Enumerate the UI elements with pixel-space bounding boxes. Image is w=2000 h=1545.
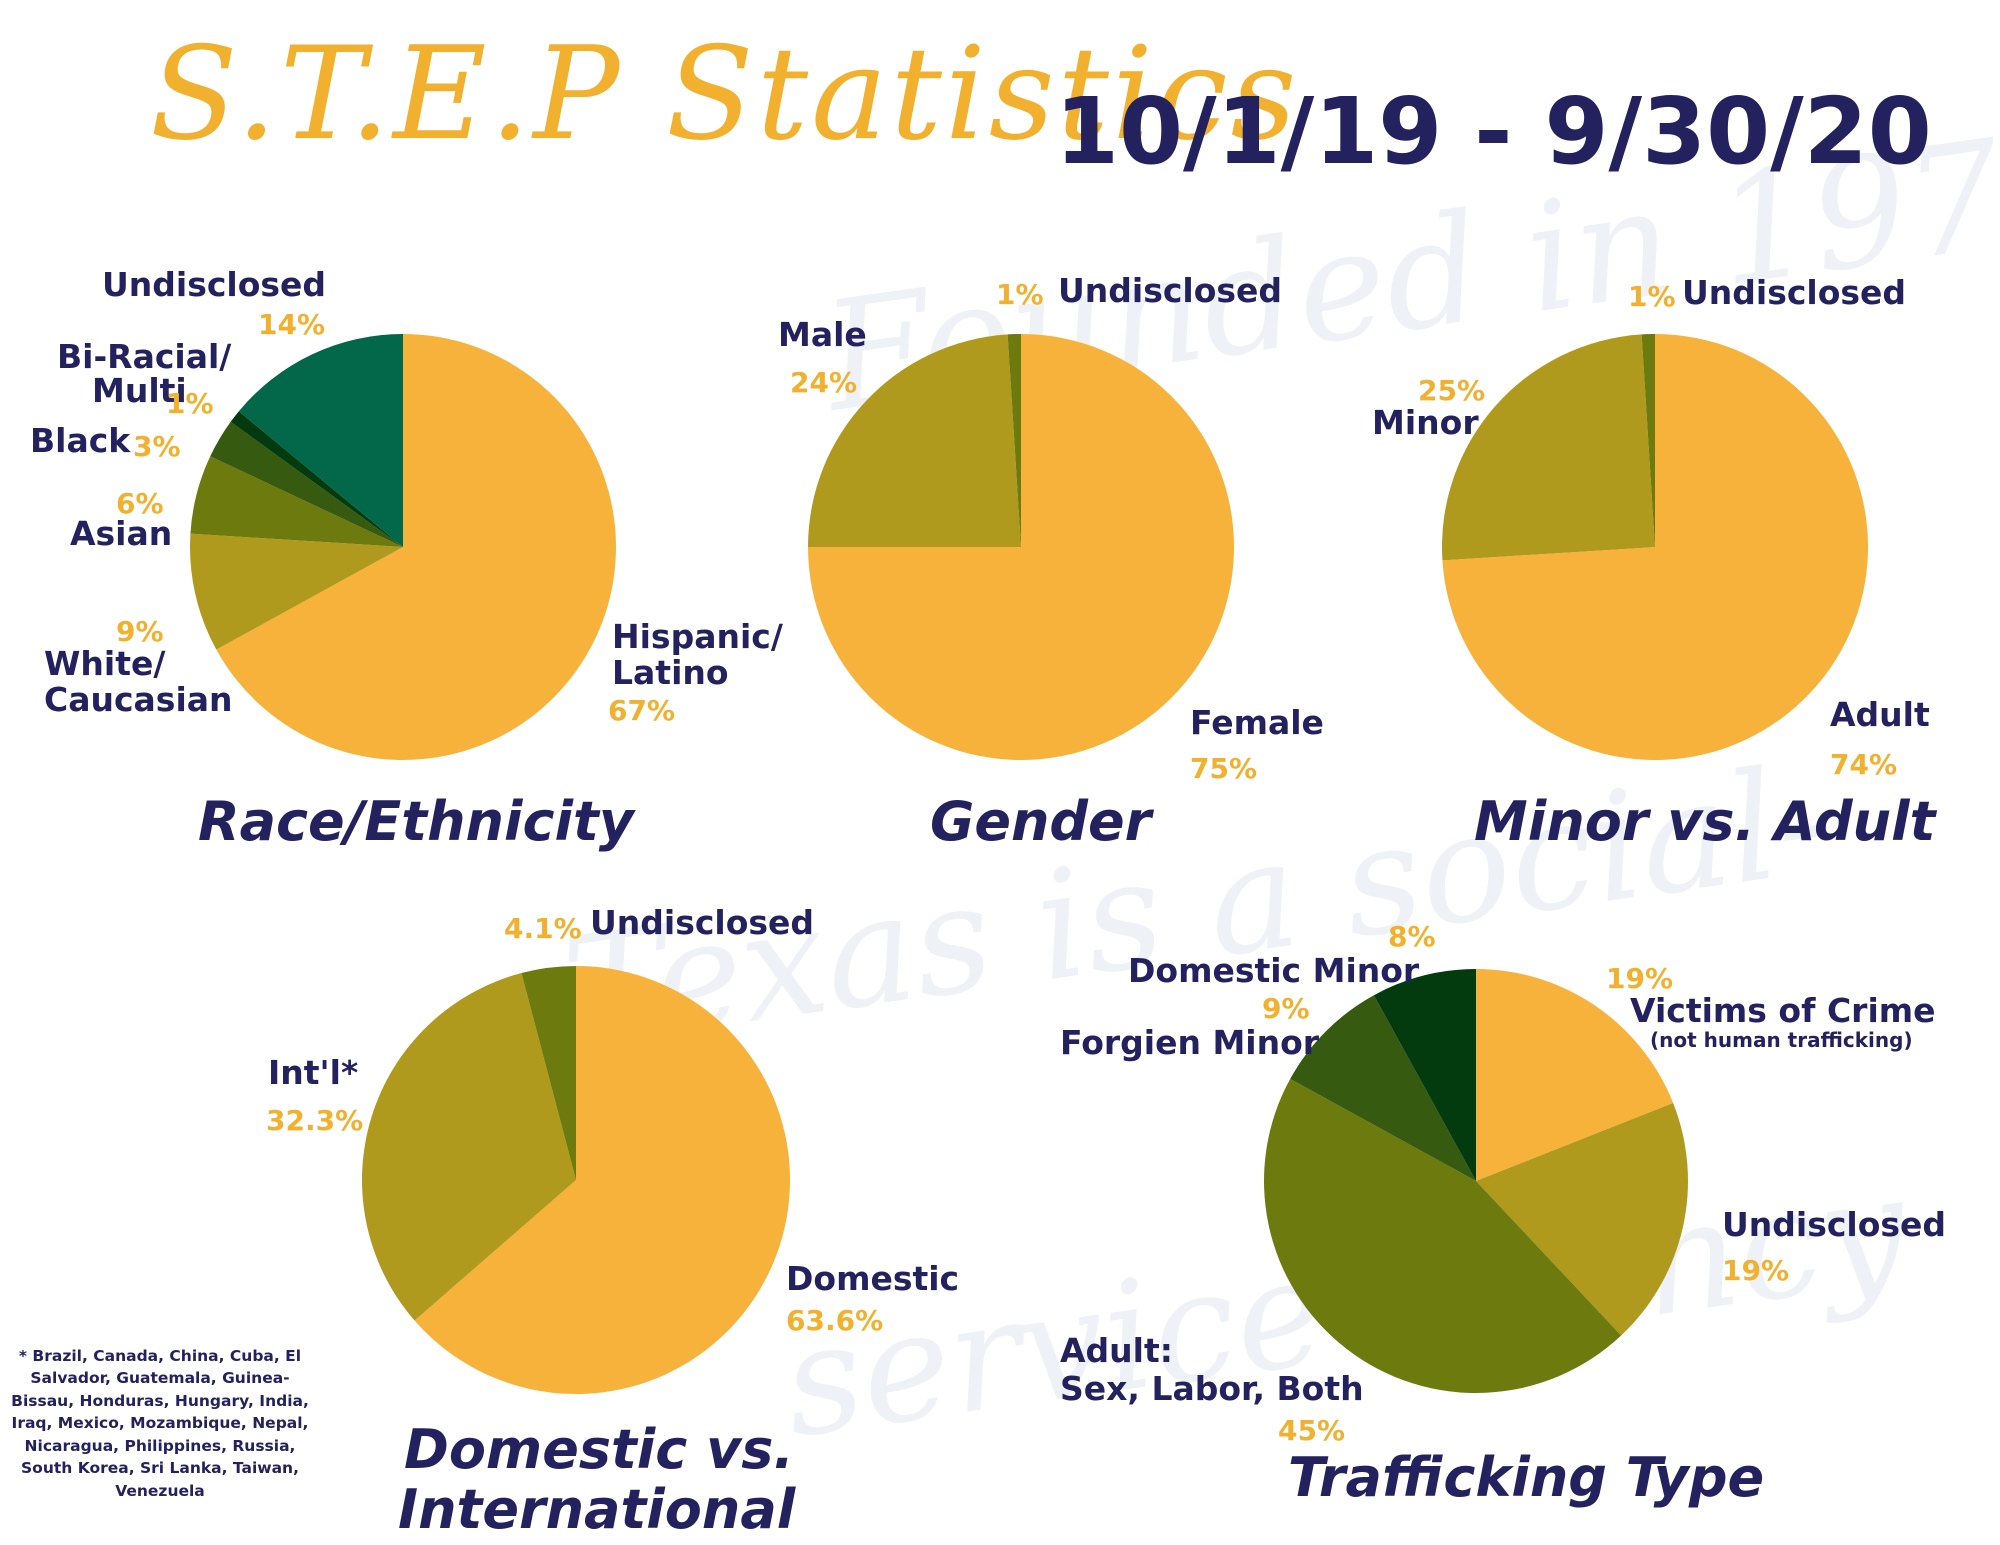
gender-chart-title: Gender — [930, 790, 1152, 853]
race-pct-biracial: 1% — [166, 387, 214, 420]
pie-slice-white-caucasian — [190, 533, 403, 650]
pie-slice-minor — [1442, 334, 1655, 561]
trafficking-label-adult-1: Adult: — [1060, 1331, 1173, 1370]
pie-slice-hispanic-latino — [216, 334, 616, 760]
origin-pct-intl: 32.3% — [266, 1104, 364, 1137]
gender-label-undisclosed: Undisclosed — [1058, 271, 1283, 310]
gender-label-male: Male — [778, 315, 867, 354]
race-label-undisclosed: Undisclosed — [102, 265, 327, 304]
trafficking-pie-chart — [1264, 969, 1688, 1393]
pie-slice-undisclosed — [1476, 1102, 1688, 1336]
origin-pct-domestic: 63.6% — [786, 1304, 884, 1337]
pie-slice-adult — [1442, 334, 1868, 760]
age-pct-adult: 74% — [1830, 748, 1898, 781]
age-label-minor: Minor — [1372, 403, 1479, 442]
race-label-white-1: White/ — [44, 644, 166, 683]
race-label-biracial-2: Multi — [92, 371, 187, 410]
trafficking-pct-undisclosed: 19% — [1722, 1254, 1790, 1287]
race-label-hispanic-2: Latino — [612, 653, 729, 692]
pie-slice-forgien-minor — [1290, 995, 1476, 1181]
race-pct-black: 3% — [133, 430, 181, 463]
pie-slice-undisclosed — [1007, 334, 1021, 547]
page-title-script: S.T.E.P Statistics — [150, 20, 1300, 169]
trafficking-label-forgien-minor: Forgien Minor — [1060, 1023, 1320, 1062]
pie-slice-int-l — [362, 973, 576, 1321]
age-pct-minor: 25% — [1418, 374, 1486, 407]
trafficking-pct-domestic-minor: 8% — [1388, 920, 1436, 953]
pie-slice-undisclosed — [238, 334, 403, 547]
countries-footnote: * Brazil, Canada, China, Cuba, El Salvad… — [11, 1347, 309, 1500]
origin-pct-undisclosed: 4.1% — [504, 912, 582, 945]
age-label-undisclosed: Undisclosed — [1682, 273, 1907, 312]
race-pct-white: 9% — [116, 615, 164, 648]
gender-pie-chart — [808, 334, 1234, 760]
gender-pct-undisclosed: 1% — [996, 278, 1044, 311]
trafficking-pct-adult: 45% — [1278, 1414, 1346, 1447]
trafficking-label-victims: Victims of Crime — [1630, 991, 1936, 1030]
trafficking-label-victims-note: (not human trafficking) — [1650, 1028, 1913, 1052]
trafficking-label-undisclosed: Undisclosed — [1722, 1205, 1947, 1244]
age-pie-chart — [1442, 334, 1868, 760]
pie-slice-domestic-minor — [1373, 969, 1476, 1181]
pie-slice-black — [210, 421, 403, 547]
origin-chart-title-2: International — [398, 1478, 796, 1541]
race-pct-undisclosed: 14% — [258, 308, 326, 341]
race-chart-title: Race/Ethnicity — [198, 790, 635, 853]
race-label-hispanic-1: Hispanic/ — [612, 617, 783, 656]
age-label-adult: Adult — [1830, 695, 1930, 734]
race-pct-hispanic: 67% — [608, 694, 676, 727]
origin-label-intl: Int'l* — [268, 1053, 359, 1092]
pie-slice-asian — [190, 456, 403, 547]
race-pct-asian: 6% — [116, 487, 164, 520]
origin-chart-title-1: Domestic vs. — [404, 1418, 794, 1481]
race-label-biracial-1: Bi-Racial/ — [57, 337, 232, 376]
pie-slice-undisclosed — [1641, 334, 1655, 547]
age-chart-title: Minor vs. Adult — [1474, 790, 1936, 853]
gender-pct-male: 24% — [790, 366, 858, 399]
pie-slice-adult-sex-labor-both — [1264, 1078, 1622, 1393]
pie-slice-domestic — [414, 966, 790, 1394]
trafficking-label-adult-2: Sex, Labor, Both — [1060, 1369, 1364, 1408]
trafficking-label-domestic-minor: Domestic Minor — [1128, 951, 1420, 990]
trafficking-pct-victims: 19% — [1606, 962, 1674, 995]
origin-label-domestic: Domestic — [786, 1259, 960, 1298]
race-pie-chart — [190, 334, 616, 760]
gender-label-female: Female — [1190, 703, 1324, 742]
trafficking-chart-title: Trafficking Type — [1288, 1446, 1765, 1509]
race-label-black: Black — [30, 421, 131, 460]
gender-pct-female: 75% — [1190, 752, 1258, 785]
page-title-dates: 10/1/19 - 9/30/20 — [1055, 78, 1932, 185]
race-label-white-2: Caucasian — [44, 680, 233, 719]
origin-pie-chart — [362, 966, 790, 1394]
origin-label-undisclosed: Undisclosed — [590, 903, 815, 942]
pie-slice-victims-of-crime — [1476, 969, 1674, 1181]
pie-slice-bi-racial-multi — [230, 411, 403, 547]
race-label-asian: Asian — [70, 514, 173, 553]
pie-slice-undisclosed — [521, 966, 576, 1180]
age-pct-undisclosed: 1% — [1628, 280, 1676, 313]
pie-slice-male — [808, 334, 1021, 547]
trafficking-pct-forgien-minor: 9% — [1262, 992, 1310, 1025]
